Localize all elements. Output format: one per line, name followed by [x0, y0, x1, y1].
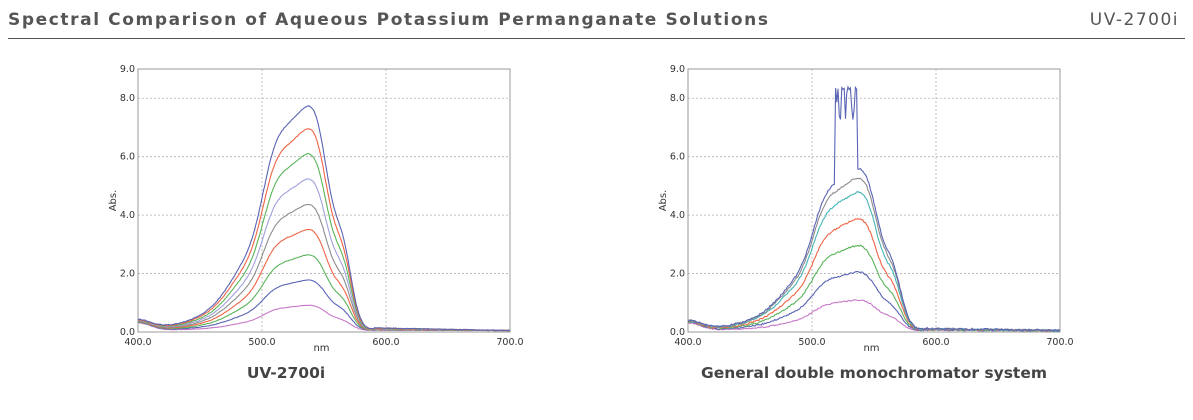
plot-area — [687, 68, 1061, 333]
y-tick-label: 8.0 — [670, 93, 685, 104]
x-tick-label: 500.0 — [798, 337, 825, 348]
x-axis-label: nm — [313, 343, 329, 354]
y-tick-label: 4.0 — [670, 210, 685, 221]
y-tick-label: 9.0 — [670, 64, 685, 75]
y-axis-label: Abs. — [658, 190, 669, 212]
plot-area — [137, 68, 511, 333]
series-line-9 — [137, 105, 511, 332]
x-tick-label: 700.0 — [1046, 337, 1073, 348]
y-tick-label: 0.0 — [120, 327, 135, 338]
x-tick-label: 600.0 — [372, 337, 399, 348]
y-tick-label: 2.0 — [670, 269, 685, 280]
y-tick-label: 8.0 — [120, 93, 135, 104]
chart-caption: General double monochromator system — [701, 364, 1047, 382]
x-tick-label: 700.0 — [496, 337, 523, 348]
x-tick-label: 500.0 — [248, 337, 275, 348]
chart-double-monochromator: 0.0 2.0 4.0 6.0 8.0 9.0 400.0 500.0 600.0 700.0 nm… — [658, 64, 1074, 382]
x-axis-label: nm — [863, 343, 879, 354]
model-name: UV-2700i — [1089, 10, 1179, 30]
y-tick-label: 9.0 — [120, 64, 135, 75]
y-tick-label: 6.0 — [670, 152, 685, 163]
y-tick-label: 2.0 — [120, 269, 135, 280]
y-axis-label: Abs. — [108, 190, 119, 212]
x-tick-label: 400.0 — [674, 337, 701, 348]
x-tick-label: 600.0 — [922, 337, 949, 348]
y-tick-label: 6.0 — [120, 152, 135, 163]
page-title: Spectral Comparison of Aqueous Potassium… — [8, 10, 770, 30]
chart-uv-2700i: 0.0 2.0 4.0 6.0 8.0 9.0 400.0 500.0 600.0 700.0 nm… — [108, 64, 524, 382]
x-tick-label: 400.0 — [124, 337, 151, 348]
y-tick-label: 4.0 — [120, 210, 135, 221]
header-divider — [8, 38, 1185, 39]
chart-caption: UV-2700i — [247, 364, 325, 382]
series-line-7 — [687, 85, 1061, 333]
y-tick-label: 0.0 — [670, 327, 685, 338]
